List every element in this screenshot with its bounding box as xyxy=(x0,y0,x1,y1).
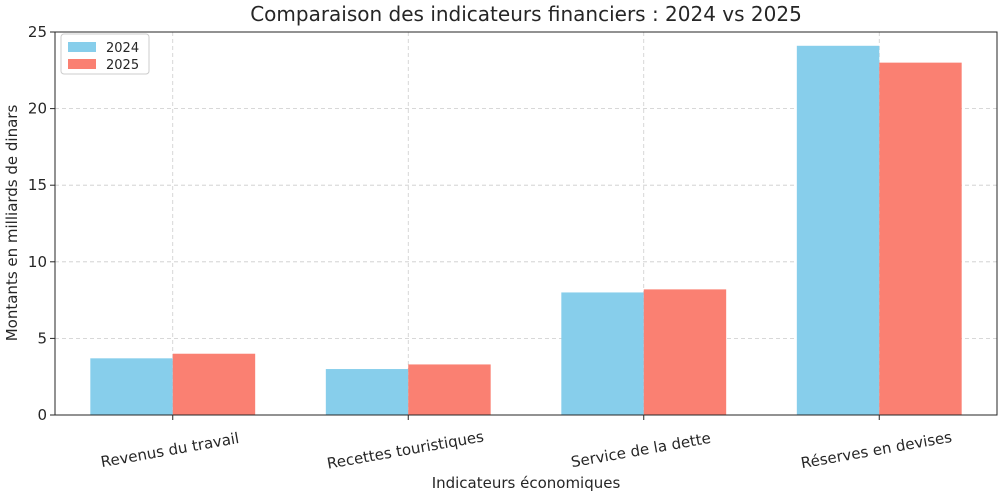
bar-2025 xyxy=(408,364,491,415)
y-tick-label: 20 xyxy=(28,100,47,118)
bar-2024 xyxy=(561,292,644,415)
y-tick-label: 15 xyxy=(28,176,47,194)
bar-2025 xyxy=(643,289,727,415)
x-tick-label: Service de la dette xyxy=(570,429,713,471)
chart-title: Comparaison des indicateurs financiers :… xyxy=(250,2,802,26)
x-tick-label: Revenus du travail xyxy=(99,429,240,471)
legend-swatch-2024 xyxy=(68,42,96,52)
legend: 2024 2025 xyxy=(60,33,150,75)
y-tick-label: 5 xyxy=(37,329,47,347)
axes xyxy=(54,31,998,416)
y-tick-label: 25 xyxy=(28,23,47,41)
y-axis-label: Montants en milliards de dinars xyxy=(3,105,21,342)
y-tick-label: 0 xyxy=(37,406,47,424)
x-tick-label: Recettes touristiques xyxy=(326,427,486,472)
bars xyxy=(90,45,962,416)
plot-frame xyxy=(54,31,998,416)
bar-2025 xyxy=(879,62,962,415)
y-ticks: 0 5 10 15 20 25 xyxy=(28,23,55,424)
bar-2024 xyxy=(325,369,409,415)
x-ticks: Revenus du travail Recettes touristiques S… xyxy=(99,415,953,473)
bar-2025 xyxy=(172,353,256,415)
x-tick-label: Réserves en devises xyxy=(799,428,953,472)
legend-label: 2024 xyxy=(106,41,139,56)
bar-2024 xyxy=(90,358,173,415)
legend-swatch-2025 xyxy=(68,59,96,69)
bar-2024 xyxy=(796,45,880,416)
legend-label: 2025 xyxy=(106,58,139,73)
x-axis-label: Indicateurs économiques xyxy=(432,474,621,492)
y-tick-label: 10 xyxy=(28,253,47,271)
